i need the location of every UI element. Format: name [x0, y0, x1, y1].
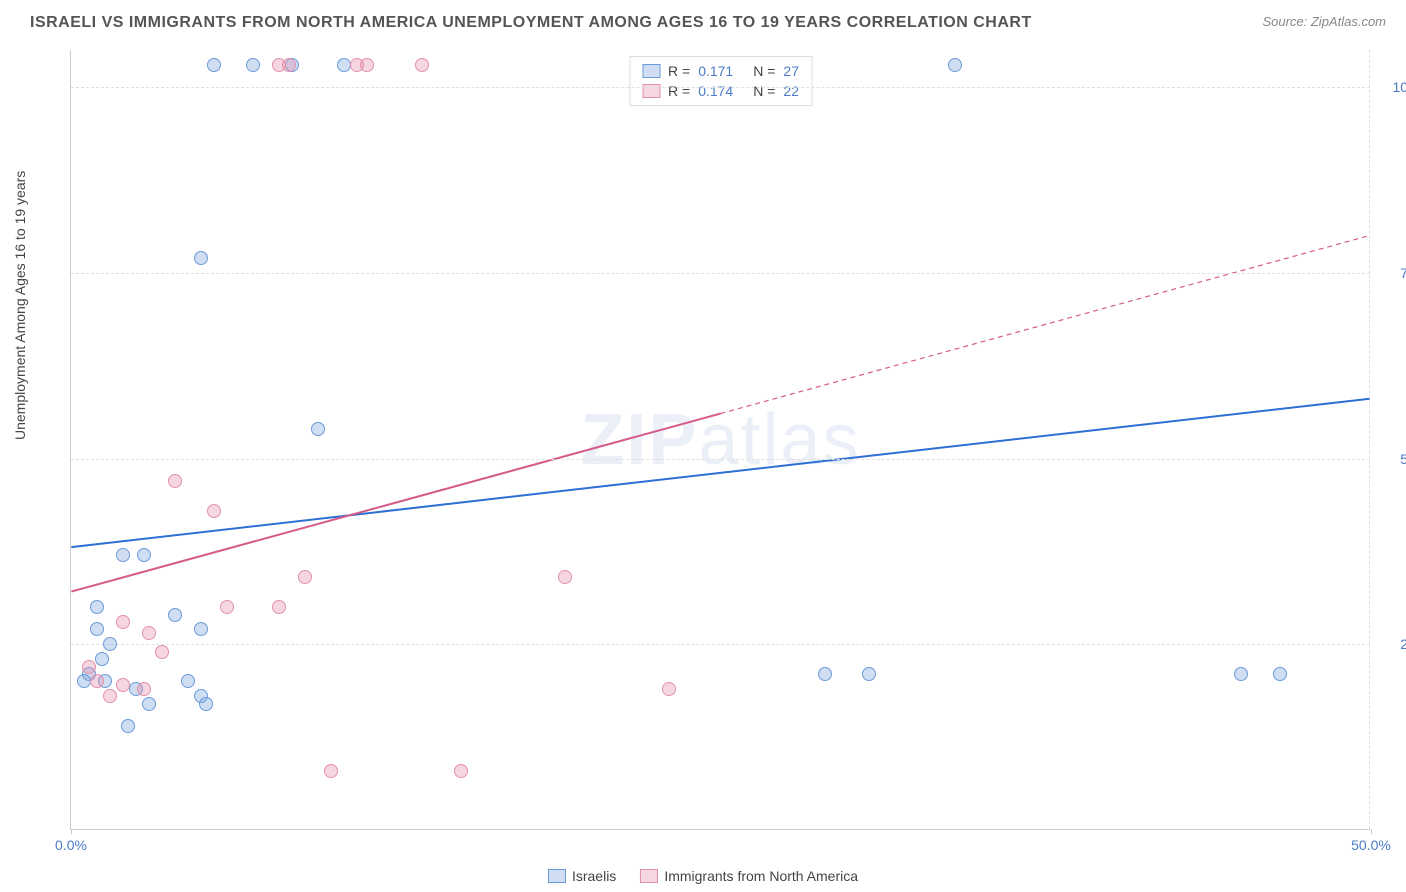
- x-tick-label: 0.0%: [55, 837, 87, 853]
- y-tick-label: 100.0%: [1380, 79, 1406, 95]
- scatter-point: [181, 674, 195, 688]
- x-tick-mark: [1371, 829, 1372, 834]
- y-tick-label: 75.0%: [1380, 265, 1406, 281]
- scatter-point: [142, 697, 156, 711]
- scatter-point: [862, 667, 876, 681]
- trend-lines: [71, 50, 1370, 829]
- scatter-point: [1234, 667, 1248, 681]
- scatter-point: [415, 58, 429, 72]
- chart-title: ISRAELI VS IMMIGRANTS FROM NORTH AMERICA…: [30, 14, 1032, 32]
- scatter-point: [220, 600, 234, 614]
- scatter-point: [77, 674, 91, 688]
- scatter-point: [116, 615, 130, 629]
- scatter-point: [1273, 667, 1287, 681]
- y-tick-label: 50.0%: [1380, 451, 1406, 467]
- scatter-point: [337, 58, 351, 72]
- gridline: [71, 273, 1370, 274]
- legend-correlation: R =0.171 N =27 R =0.174 N =22: [629, 56, 812, 106]
- scatter-point: [298, 570, 312, 584]
- legend-correlation-row: R =0.174 N =22: [642, 81, 799, 101]
- scatter-point: [121, 719, 135, 733]
- scatter-point: [360, 58, 374, 72]
- scatter-point: [454, 764, 468, 778]
- scatter-point: [116, 678, 130, 692]
- x-tick-label: 50.0%: [1351, 837, 1391, 853]
- scatter-point: [90, 622, 104, 636]
- scatter-point: [324, 764, 338, 778]
- legend-series: Israelis Immigrants from North America: [548, 868, 858, 884]
- gridline: [71, 87, 1370, 88]
- scatter-point: [103, 689, 117, 703]
- scatter-point: [90, 600, 104, 614]
- scatter-point: [155, 645, 169, 659]
- scatter-point: [82, 660, 96, 674]
- scatter-point: [103, 637, 117, 651]
- scatter-point: [199, 697, 213, 711]
- scatter-point: [116, 548, 130, 562]
- plot-area: ZIPatlas R =0.171 N =27 R =0.174 N =22 2…: [70, 50, 1370, 830]
- legend-series-item: Israelis: [548, 868, 616, 884]
- scatter-point: [194, 622, 208, 636]
- scatter-point: [948, 58, 962, 72]
- scatter-point: [207, 504, 221, 518]
- scatter-point: [282, 58, 296, 72]
- legend-correlation-row: R =0.171 N =27: [642, 61, 799, 81]
- scatter-point: [662, 682, 676, 696]
- watermark: ZIPatlas: [580, 399, 860, 481]
- plot-right-border: [1369, 50, 1370, 829]
- scatter-point: [137, 682, 151, 696]
- scatter-point: [311, 422, 325, 436]
- scatter-point: [168, 474, 182, 488]
- x-tick-mark: [71, 829, 72, 834]
- scatter-point: [137, 548, 151, 562]
- y-axis-label: Unemployment Among Ages 16 to 19 years: [12, 171, 28, 440]
- legend-series-item: Immigrants from North America: [640, 868, 858, 884]
- scatter-point: [818, 667, 832, 681]
- gridline: [71, 644, 1370, 645]
- y-tick-label: 25.0%: [1380, 636, 1406, 652]
- scatter-point: [168, 608, 182, 622]
- scatter-point: [558, 570, 572, 584]
- scatter-point: [90, 674, 104, 688]
- scatter-point: [272, 600, 286, 614]
- source-label: Source: ZipAtlas.com: [1262, 14, 1386, 29]
- scatter-point: [207, 58, 221, 72]
- scatter-point: [194, 251, 208, 265]
- scatter-point: [246, 58, 260, 72]
- scatter-point: [142, 626, 156, 640]
- scatter-point: [95, 652, 109, 666]
- gridline: [71, 459, 1370, 460]
